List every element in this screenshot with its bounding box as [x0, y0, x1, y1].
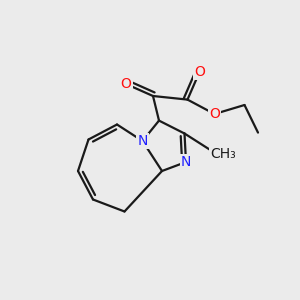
Text: N: N: [181, 155, 191, 169]
Text: O: O: [194, 65, 205, 79]
Text: O: O: [121, 77, 131, 91]
Text: CH₃: CH₃: [210, 147, 236, 160]
Text: N: N: [137, 134, 148, 148]
Text: O: O: [209, 107, 220, 121]
